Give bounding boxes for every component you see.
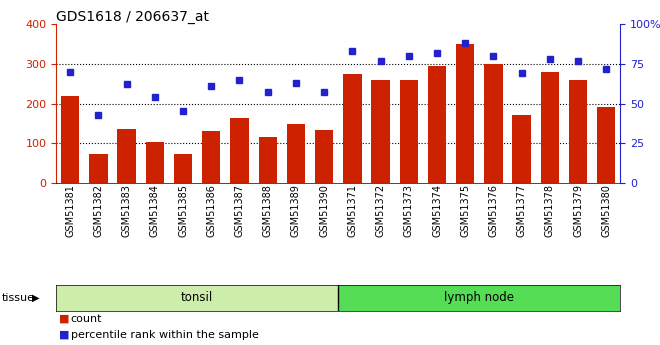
Bar bbox=[146, 142, 164, 183]
Bar bbox=[174, 154, 192, 183]
Text: tonsil: tonsil bbox=[181, 291, 213, 304]
Bar bbox=[399, 80, 418, 183]
Bar bbox=[259, 137, 277, 183]
Bar bbox=[372, 80, 390, 183]
Text: lymph node: lymph node bbox=[444, 291, 514, 304]
Text: count: count bbox=[71, 314, 102, 324]
Bar bbox=[61, 96, 79, 183]
Bar bbox=[541, 72, 559, 183]
Text: ■: ■ bbox=[59, 330, 70, 339]
Bar bbox=[512, 116, 531, 183]
Text: percentile rank within the sample: percentile rank within the sample bbox=[71, 330, 259, 339]
Bar bbox=[117, 129, 136, 183]
Text: ▶: ▶ bbox=[32, 293, 39, 303]
Bar bbox=[484, 64, 503, 183]
Text: GDS1618 / 206637_at: GDS1618 / 206637_at bbox=[56, 10, 209, 24]
Bar bbox=[202, 131, 220, 183]
Bar bbox=[315, 130, 333, 183]
Text: tissue: tissue bbox=[1, 293, 34, 303]
Bar bbox=[338, 285, 620, 310]
Bar bbox=[569, 80, 587, 183]
Bar bbox=[56, 285, 338, 310]
Bar bbox=[597, 107, 616, 183]
Bar bbox=[230, 118, 249, 183]
Bar bbox=[456, 44, 475, 183]
Bar bbox=[343, 74, 362, 183]
Bar bbox=[286, 124, 305, 183]
Bar bbox=[428, 66, 446, 183]
Bar bbox=[89, 154, 108, 183]
Text: ■: ■ bbox=[59, 314, 70, 324]
